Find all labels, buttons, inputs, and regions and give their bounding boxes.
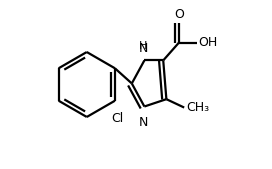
Text: N: N: [139, 116, 148, 129]
Text: O: O: [174, 8, 184, 21]
Text: Cl: Cl: [111, 112, 123, 125]
Text: N: N: [139, 42, 148, 55]
Text: OH: OH: [198, 36, 217, 49]
Text: H: H: [139, 41, 147, 51]
Text: CH₃: CH₃: [186, 101, 209, 114]
